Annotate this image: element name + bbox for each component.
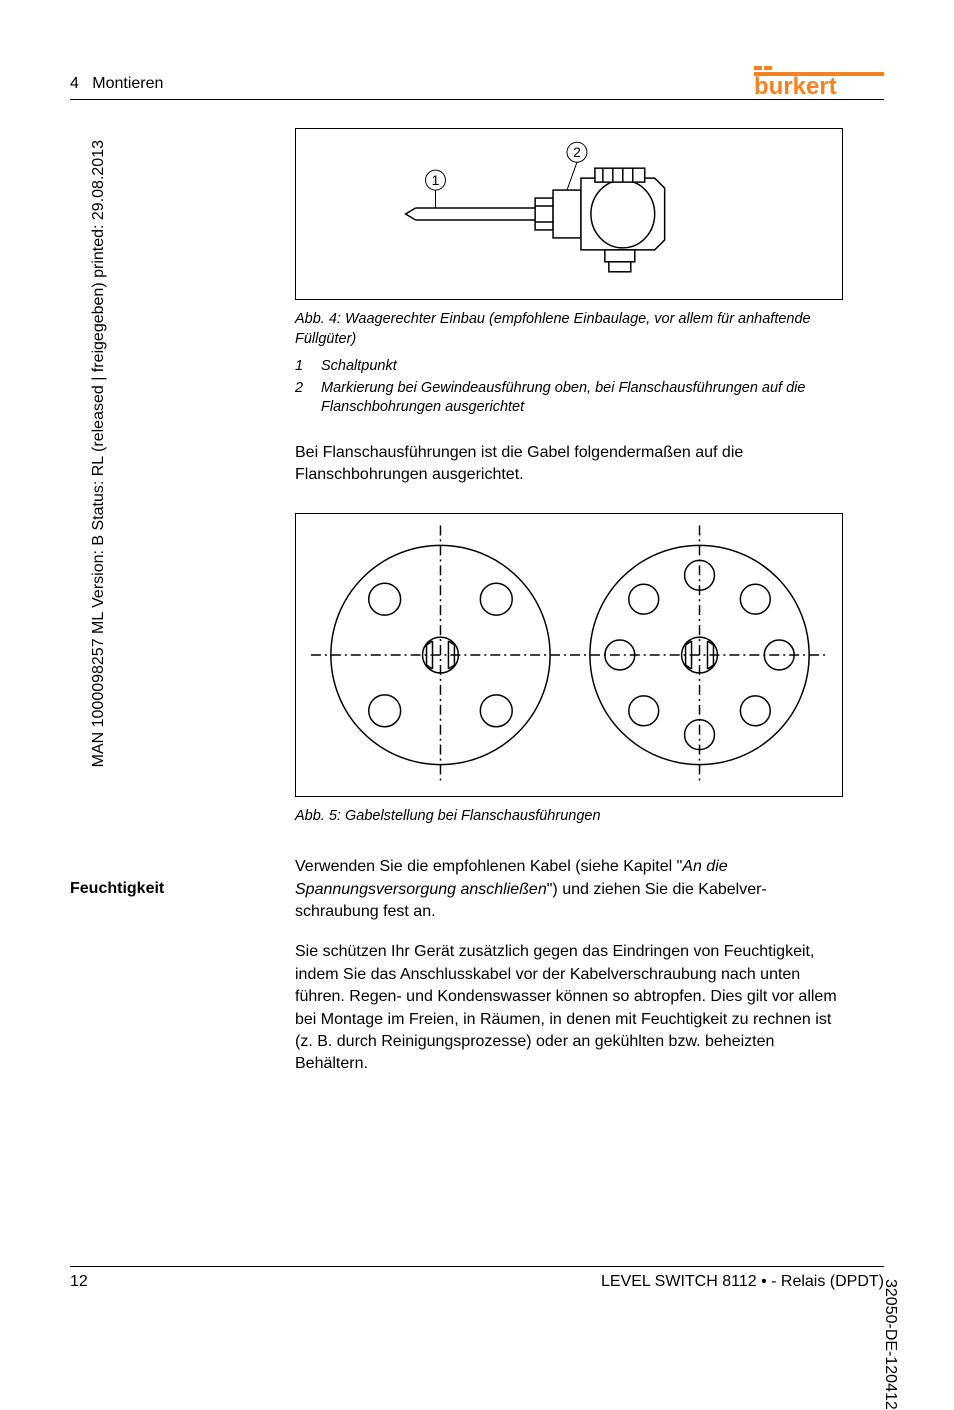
legend-num: 2	[295, 379, 307, 418]
paragraph-cable: Verwenden Sie die empfohlenen Kabel (sie…	[295, 856, 843, 923]
header-section: 4 Montieren	[70, 75, 163, 93]
page: 4 Montieren burkert MAN 1000098257 ML Ve…	[0, 0, 954, 1354]
legend-row: 1 Schaltpunkt	[295, 357, 843, 377]
page-number: 12	[70, 1273, 88, 1291]
fig4-callout-1: 1	[432, 172, 440, 188]
footer-title: LEVEL SWITCH 8112 • - Relais (DPDT)	[601, 1273, 884, 1291]
header-section-num: 4	[70, 75, 79, 92]
fig4-callout-2: 2	[573, 144, 581, 160]
legend-num: 1	[295, 357, 307, 377]
legend-row: 2 Markierung bei Gewindeausführung oben,…	[295, 379, 843, 418]
figure-4-caption: Abb. 4: Waagerechter Einbau (empfohlene …	[295, 310, 843, 349]
legend-text: Markierung bei Gewindeausführung oben, b…	[321, 379, 843, 418]
figure-5-caption: Abb. 5: Gabelstellung bei Flanschausführ…	[295, 807, 843, 827]
section-feuchtigkeit: Verwenden Sie die empfohlenen Kabel (sie…	[295, 856, 843, 1076]
burkert-logo: burkert	[754, 64, 884, 99]
paragraph-moisture: Sie schützen Ihr Gerät zusätzlich gegen …	[295, 941, 843, 1075]
margin-label-feuchtigkeit: Feuchtigkeit	[70, 880, 164, 898]
page-footer: 12 LEVEL SWITCH 8112 • - Relais (DPDT)	[70, 1266, 884, 1292]
figure-4: 1 2	[295, 128, 843, 300]
header-section-title: Montieren	[92, 75, 163, 92]
legend-text: Schaltpunkt	[321, 357, 397, 377]
page-header: 4 Montieren burkert	[70, 60, 884, 100]
figure-4-legend: 1 Schaltpunkt 2 Markierung bei Gewindeau…	[295, 357, 843, 418]
doc-meta-right: 32050-DE-120412	[881, 1279, 899, 1410]
text: Verwenden Sie die empfohlenen Kabel (sie…	[295, 858, 682, 875]
paragraph-flange-intro: Bei Flanschausführungen ist die Gabel fo…	[295, 442, 843, 487]
figure-5	[295, 513, 843, 797]
doc-meta-left: MAN 1000098257 ML Version: B Status: RL …	[90, 140, 108, 767]
svg-text:burkert: burkert	[754, 73, 837, 94]
content-column: 1 2 Abb. 4: Waagerechter Einbau (empfohl…	[295, 128, 843, 1076]
